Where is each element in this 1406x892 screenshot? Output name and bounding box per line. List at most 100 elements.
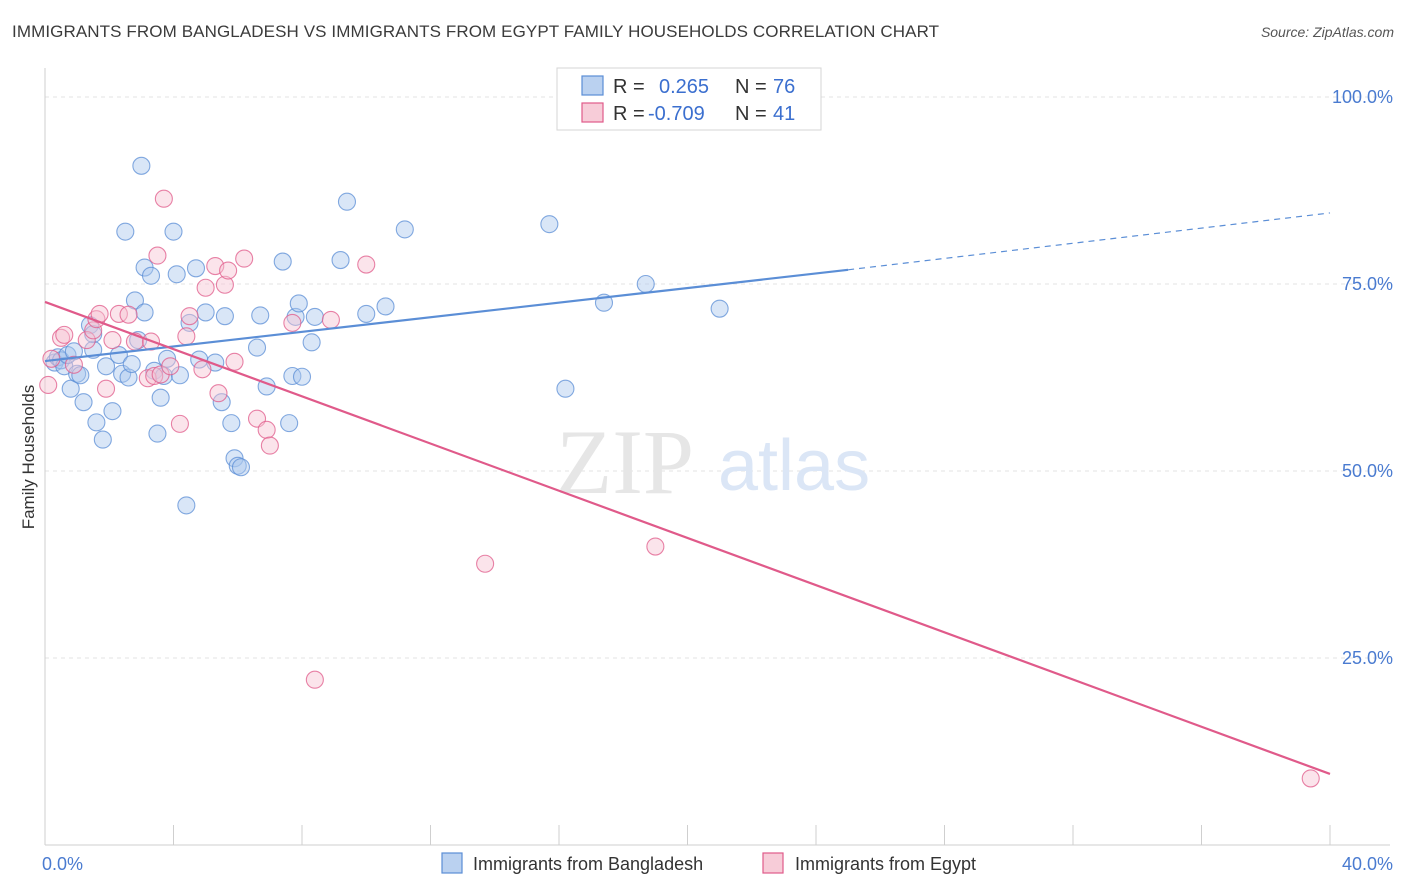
point-egypt	[193, 360, 212, 379]
point-egypt	[103, 331, 122, 350]
point-egypt	[321, 310, 340, 329]
point-egypt	[119, 305, 138, 324]
series-label-bangladesh: Immigrants from Bangladesh	[473, 854, 703, 874]
point-egypt	[257, 420, 276, 439]
point-bangladesh	[710, 299, 729, 318]
point-bangladesh	[231, 458, 251, 477]
point-egypt	[84, 321, 103, 340]
point-bangladesh	[289, 294, 308, 313]
point-bangladesh	[74, 393, 93, 412]
point-egypt	[196, 278, 215, 297]
legend-r-value-bangladesh: 0.265	[659, 76, 709, 98]
point-egypt	[77, 331, 96, 350]
point-bangladesh	[636, 274, 655, 294]
trend-line-egypt	[44, 300, 1331, 775]
point-bangladesh	[122, 354, 141, 374]
series-swatch-bangladesh	[441, 852, 463, 874]
point-bangladesh	[331, 251, 350, 270]
point-bangladesh	[87, 413, 106, 432]
legend-n-label-egypt: N =	[735, 103, 767, 125]
series-legend: Immigrants from Bangladesh Immigrants fr…	[441, 852, 976, 874]
point-bangladesh	[96, 357, 116, 376]
legend-n-value-egypt: 41	[773, 103, 795, 125]
point-bangladesh	[109, 346, 128, 365]
legend-r-label-bangladesh: R =	[613, 76, 645, 98]
point-egypt	[145, 366, 164, 386]
watermark: ZIP atlas	[556, 411, 870, 513]
trend-extension-bangladesh	[848, 212, 1331, 271]
chart-title: IMMIGRANTS FROM BANGLADESH VS IMMIGRANTS…	[12, 22, 940, 41]
point-bangladesh	[132, 156, 151, 175]
legend-swatch-bangladesh	[581, 75, 604, 96]
legend-swatch-egypt	[581, 102, 604, 123]
point-bangladesh	[222, 414, 241, 433]
point-bangladesh	[247, 338, 267, 357]
point-bangladesh	[556, 379, 575, 398]
point-egypt	[64, 355, 83, 374]
point-bangladesh	[283, 366, 302, 386]
x-tick-labels: 0.0% 40.0%	[42, 854, 1393, 874]
point-bangladesh	[251, 306, 270, 325]
point-bangladesh	[196, 303, 215, 322]
series-swatch-egypt	[762, 852, 784, 874]
point-egypt	[225, 352, 244, 371]
point-bangladesh	[280, 414, 299, 433]
point-egypt	[646, 537, 665, 556]
data-points	[39, 156, 1320, 788]
point-egypt	[260, 436, 279, 455]
point-egypt	[215, 275, 234, 294]
point-bangladesh	[395, 220, 414, 239]
point-egypt	[283, 313, 302, 332]
point-bangladesh	[167, 265, 186, 284]
point-bangladesh	[273, 252, 292, 271]
x-tick-label: 0.0%	[42, 854, 83, 874]
point-bangladesh	[302, 333, 321, 352]
legend: R = 0.265 N = 76 R = -0.709 N = 41	[556, 67, 822, 131]
point-egypt	[1301, 769, 1320, 788]
point-egypt	[109, 304, 128, 323]
point-bangladesh	[93, 430, 112, 449]
point-egypt	[148, 246, 167, 265]
point-egypt	[305, 670, 324, 689]
axes	[44, 68, 1390, 846]
y-tick-labels: 100.0% 75.0% 50.0% 25.0%	[1332, 87, 1393, 668]
watermark-atlas: atlas	[718, 426, 870, 506]
watermark-zip: ZIP	[556, 411, 694, 513]
point-bangladesh	[151, 388, 170, 407]
legend-r-value-egypt: -0.709	[648, 103, 705, 125]
point-egypt	[55, 325, 74, 344]
point-egypt	[39, 375, 58, 395]
point-egypt	[357, 255, 376, 274]
point-bangladesh	[116, 222, 135, 241]
x-tick-label: 40.0%	[1342, 854, 1393, 874]
legend-n-value-bangladesh: 76	[773, 76, 795, 98]
point-egypt	[161, 357, 180, 376]
point-bangladesh	[540, 215, 559, 234]
y-tick-label: 50.0%	[1342, 461, 1393, 481]
point-bangladesh	[71, 366, 90, 385]
point-bangladesh	[186, 259, 206, 278]
point-bangladesh	[228, 456, 247, 475]
trend-lines	[44, 212, 1331, 775]
trend-line-bangladesh	[44, 268, 849, 363]
point-bangladesh	[337, 192, 357, 211]
point-egypt	[52, 328, 71, 347]
legend-r-label-egypt: R =	[613, 103, 645, 125]
y-tick-label: 25.0%	[1342, 648, 1393, 668]
point-bangladesh	[215, 307, 234, 326]
point-bangladesh	[292, 367, 312, 386]
grid-lines	[45, 96, 1390, 659]
point-egypt	[177, 327, 196, 346]
point-bangladesh	[376, 297, 395, 316]
point-egypt	[235, 249, 254, 268]
point-egypt	[180, 307, 199, 326]
y-axis-label: Family Households	[19, 385, 38, 530]
point-bangladesh	[61, 379, 80, 398]
legend-n-label-bangladesh: N =	[735, 76, 767, 98]
point-egypt	[170, 414, 189, 433]
point-bangladesh	[180, 313, 199, 332]
point-egypt	[154, 189, 173, 208]
point-bangladesh	[148, 424, 167, 443]
point-bangladesh	[141, 266, 161, 285]
